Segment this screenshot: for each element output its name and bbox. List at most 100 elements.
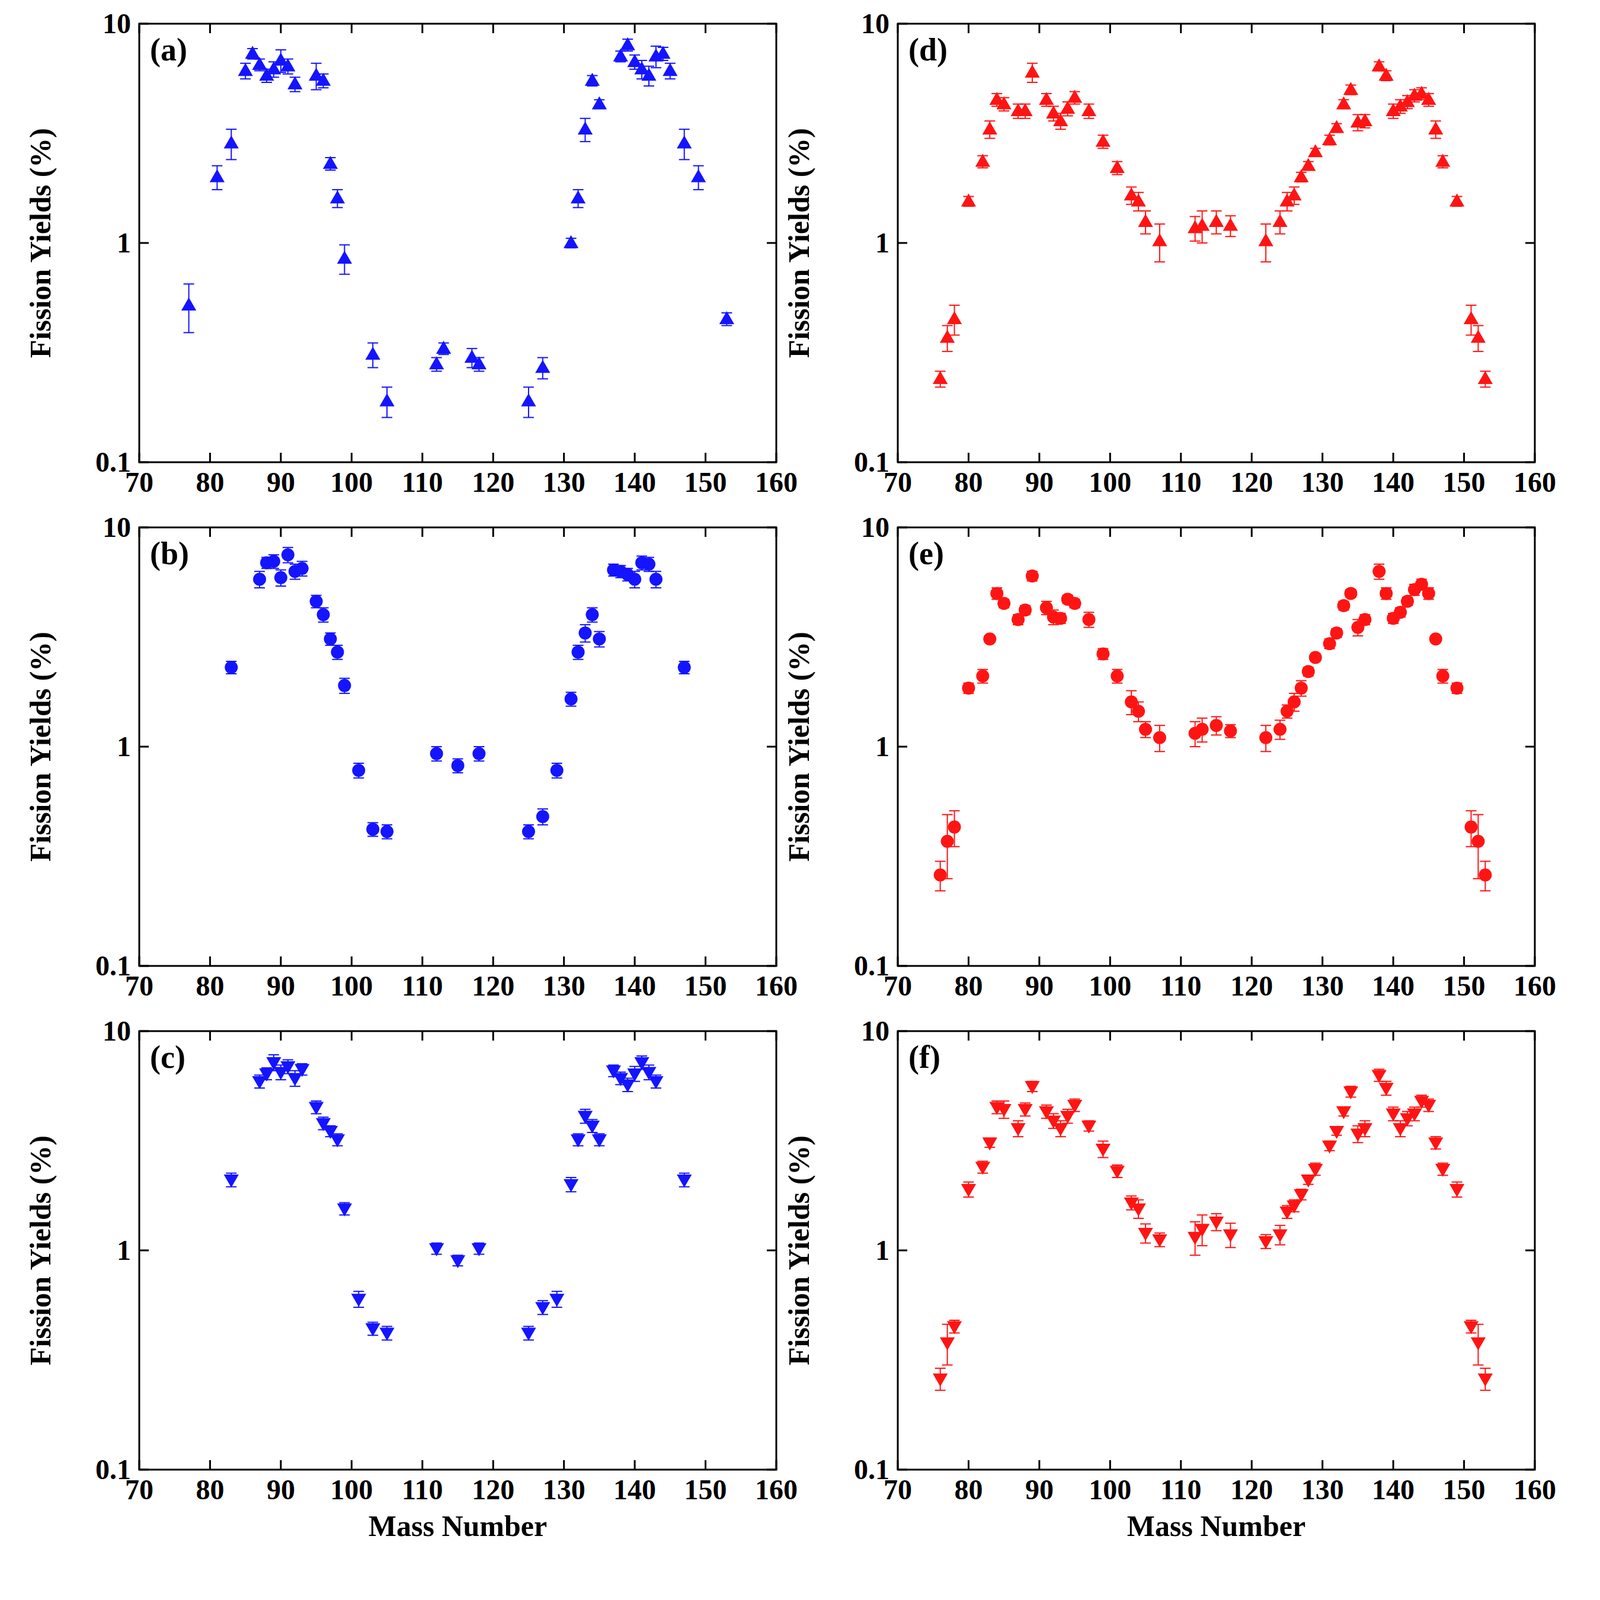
point (1130, 1203, 1146, 1217)
error-cap (935, 890, 946, 892)
error-cap (1097, 147, 1109, 149)
point (380, 824, 394, 838)
y-tick-label: 10 (102, 511, 131, 543)
error-cap (984, 137, 995, 139)
x-tick-label: 80 (195, 970, 224, 1002)
error-cap (289, 578, 301, 581)
error-cap (984, 120, 995, 122)
x-tick (775, 956, 778, 966)
x-tick-top (967, 23, 970, 34)
error-cap (1140, 721, 1151, 723)
error-cap (1380, 1080, 1392, 1083)
y-tick-label: 0.1 (95, 949, 131, 982)
point (570, 1134, 586, 1148)
error-cap (1189, 240, 1201, 242)
point (662, 62, 678, 76)
x-tick-top (492, 23, 495, 34)
error-cap (942, 878, 953, 880)
error-cap (1133, 192, 1144, 194)
error-cap (1472, 1364, 1484, 1366)
point (1223, 1229, 1238, 1243)
error-cap (331, 189, 343, 191)
x-tick-top (562, 1031, 565, 1041)
error-cap (318, 621, 329, 623)
x-tick-label: 130 (542, 970, 586, 1002)
point (584, 72, 600, 86)
error-cap (1479, 386, 1491, 388)
x-tick-top (279, 1031, 282, 1041)
x-tick (1463, 452, 1465, 463)
x-tick (1109, 956, 1112, 966)
error-cap (1055, 128, 1067, 130)
x-tick (138, 1460, 141, 1470)
x-tick-label: 160 (1513, 970, 1557, 1002)
point (1130, 193, 1146, 207)
error-cap (311, 1100, 322, 1102)
error-cap (657, 59, 669, 62)
point (267, 554, 281, 568)
point (536, 810, 550, 824)
error-cap (1197, 1214, 1208, 1216)
error-cap (1274, 1244, 1286, 1246)
error-cap (381, 837, 393, 840)
x-tick-label: 150 (1442, 466, 1486, 498)
point (244, 45, 260, 59)
point (1428, 121, 1443, 135)
x-tick-top (1321, 527, 1324, 537)
error-cap (1352, 130, 1363, 132)
error-cap (1189, 215, 1201, 217)
error-cap (1048, 609, 1059, 611)
point (430, 747, 444, 761)
point (450, 1255, 466, 1269)
point (472, 747, 486, 761)
x-tick-label: 150 (684, 466, 728, 498)
point (181, 297, 197, 311)
error-cap (1260, 1233, 1272, 1235)
point (648, 1076, 664, 1090)
x-tick (1321, 1460, 1324, 1470)
point (522, 824, 536, 838)
x-tick-label: 140 (1371, 466, 1415, 498)
point (1343, 1086, 1359, 1100)
point (1210, 718, 1224, 732)
error-cap (275, 585, 287, 587)
error-cap (629, 587, 640, 589)
point (1131, 704, 1145, 718)
error-cap (1197, 210, 1208, 212)
plot-frame (139, 1031, 777, 1470)
point (1421, 91, 1436, 105)
x-tick-label: 130 (1301, 970, 1344, 1002)
error-cap (1409, 101, 1420, 103)
error-cap (998, 1100, 1010, 1102)
x-tick-label: 120 (471, 970, 515, 1002)
point (1137, 213, 1153, 227)
x-tick (350, 956, 353, 966)
error-cap (1189, 721, 1201, 723)
y-tick-label: 10 (861, 7, 890, 40)
x-tick (775, 1460, 778, 1470)
point (1208, 213, 1224, 227)
x-tick-top (1463, 527, 1465, 537)
point (577, 121, 593, 135)
y-tick (139, 23, 149, 25)
x-tick-label: 150 (1442, 1473, 1486, 1506)
error-cap (1310, 1162, 1321, 1164)
error-cap (1154, 223, 1166, 225)
x-tick-top (1179, 1031, 1182, 1041)
point (436, 340, 451, 354)
point (1435, 1163, 1451, 1177)
error-cap (1154, 724, 1166, 726)
error-cap (1423, 105, 1435, 107)
point (642, 557, 656, 571)
point (1152, 1234, 1167, 1248)
error-cap (1224, 215, 1236, 217)
point (946, 1321, 962, 1335)
point (628, 573, 642, 587)
error-cap (1140, 737, 1151, 739)
error-cap (1430, 1136, 1442, 1138)
error-cap (551, 777, 563, 779)
point (1406, 1108, 1422, 1122)
point (1450, 681, 1464, 695)
error-cap (629, 570, 640, 572)
y-tick-right (766, 526, 777, 529)
